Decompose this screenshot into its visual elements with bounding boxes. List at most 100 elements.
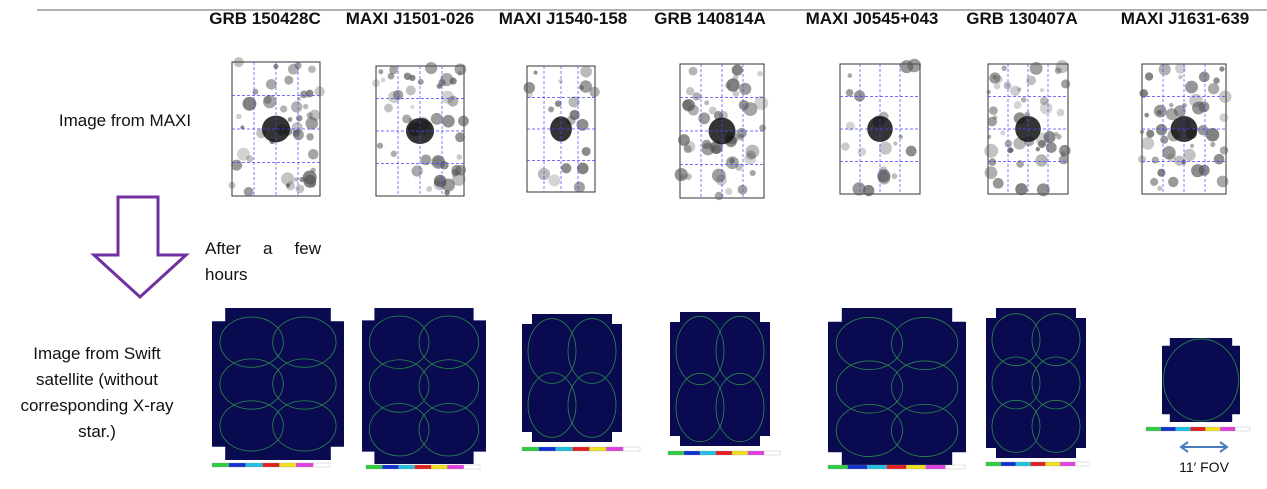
swift-label: Image from Swift satellite (without corr… bbox=[20, 344, 174, 441]
blob bbox=[725, 187, 733, 195]
colorbar bbox=[622, 446, 641, 452]
fov-circle bbox=[991, 399, 1041, 453]
colorbar bbox=[847, 464, 868, 470]
colorbar bbox=[866, 464, 887, 470]
fov-circle bbox=[675, 315, 725, 386]
blob bbox=[387, 72, 395, 80]
colorbar bbox=[538, 446, 556, 452]
colorbar bbox=[1220, 426, 1236, 432]
blob bbox=[862, 184, 875, 197]
source-title: MAXI J1631-639 bbox=[1120, 9, 1250, 28]
blob bbox=[411, 165, 423, 177]
maxi-image bbox=[1138, 63, 1232, 195]
fov-circle bbox=[567, 318, 617, 384]
down-arrow bbox=[90, 195, 190, 300]
source-title: MAXI J1540-158 bbox=[498, 9, 628, 28]
blob bbox=[907, 58, 921, 73]
blob bbox=[440, 73, 454, 87]
blob bbox=[692, 92, 701, 101]
blob bbox=[1008, 147, 1014, 153]
blob bbox=[1039, 96, 1049, 106]
blob bbox=[589, 86, 600, 98]
blob bbox=[984, 143, 999, 158]
blob bbox=[420, 154, 432, 166]
blob bbox=[1207, 82, 1220, 95]
blob bbox=[246, 155, 254, 163]
blob bbox=[294, 61, 302, 69]
colorbar bbox=[414, 464, 432, 470]
fov-label: 11′ FOV bbox=[1179, 459, 1229, 475]
blob bbox=[309, 109, 321, 121]
blob bbox=[1198, 164, 1210, 176]
fov-arrow bbox=[1179, 441, 1229, 453]
fov-circle bbox=[835, 317, 903, 371]
colorbar bbox=[715, 450, 733, 456]
blob bbox=[293, 129, 304, 141]
colorbar bbox=[1190, 426, 1206, 432]
fov-circle bbox=[891, 403, 959, 457]
blob bbox=[698, 112, 711, 125]
fov-circle bbox=[272, 400, 337, 452]
colorbar bbox=[1030, 461, 1046, 467]
blob bbox=[554, 100, 562, 107]
blob bbox=[291, 122, 303, 134]
colorbar bbox=[589, 446, 607, 452]
fov-circle bbox=[1031, 313, 1081, 367]
swift-field bbox=[212, 308, 344, 460]
blob bbox=[1139, 129, 1145, 135]
colorbar bbox=[521, 446, 540, 452]
blob bbox=[853, 90, 866, 102]
blob bbox=[845, 121, 855, 131]
blob bbox=[455, 132, 465, 143]
blob bbox=[986, 89, 991, 95]
blob bbox=[389, 65, 398, 75]
blob bbox=[1037, 139, 1046, 149]
blob bbox=[1139, 89, 1149, 98]
blob bbox=[287, 117, 293, 122]
colorbar bbox=[382, 464, 399, 470]
blob bbox=[711, 168, 726, 183]
colorbar bbox=[906, 464, 927, 470]
colorbar bbox=[296, 462, 314, 468]
source-title: GRB 140814A bbox=[654, 9, 766, 28]
fov-circle bbox=[418, 403, 479, 457]
fov-circle bbox=[715, 315, 765, 386]
blob bbox=[1205, 127, 1220, 142]
blob bbox=[1183, 148, 1196, 162]
colorbar bbox=[1205, 426, 1221, 432]
blob bbox=[308, 149, 319, 160]
blob bbox=[410, 104, 415, 109]
fov-circle bbox=[891, 317, 959, 371]
colorbar bbox=[228, 462, 246, 468]
maxi-label: Image from MAXI bbox=[58, 111, 192, 130]
blob bbox=[1146, 129, 1155, 138]
blob bbox=[263, 94, 277, 109]
colorbar bbox=[1045, 461, 1061, 467]
blob bbox=[296, 114, 303, 122]
blob bbox=[433, 177, 447, 191]
blob bbox=[405, 85, 416, 96]
blob bbox=[743, 102, 758, 117]
blob bbox=[754, 95, 769, 110]
fov-circle bbox=[715, 372, 765, 443]
blob bbox=[447, 95, 459, 107]
blob bbox=[987, 134, 992, 139]
blob bbox=[1197, 124, 1209, 136]
fov-circle bbox=[1163, 338, 1239, 422]
maxi-image bbox=[228, 57, 325, 197]
blob bbox=[378, 69, 384, 75]
blob bbox=[454, 63, 467, 76]
fov-circle bbox=[527, 318, 577, 384]
blob bbox=[739, 82, 752, 95]
fov-circle bbox=[991, 313, 1041, 367]
blob bbox=[233, 57, 244, 68]
blob bbox=[1056, 108, 1065, 117]
blob bbox=[1141, 136, 1155, 150]
blob bbox=[732, 74, 739, 81]
fov-circle bbox=[891, 360, 959, 414]
swift-field bbox=[522, 314, 622, 442]
colorbar bbox=[1000, 461, 1016, 467]
blob bbox=[852, 182, 866, 196]
blob bbox=[1151, 156, 1159, 164]
